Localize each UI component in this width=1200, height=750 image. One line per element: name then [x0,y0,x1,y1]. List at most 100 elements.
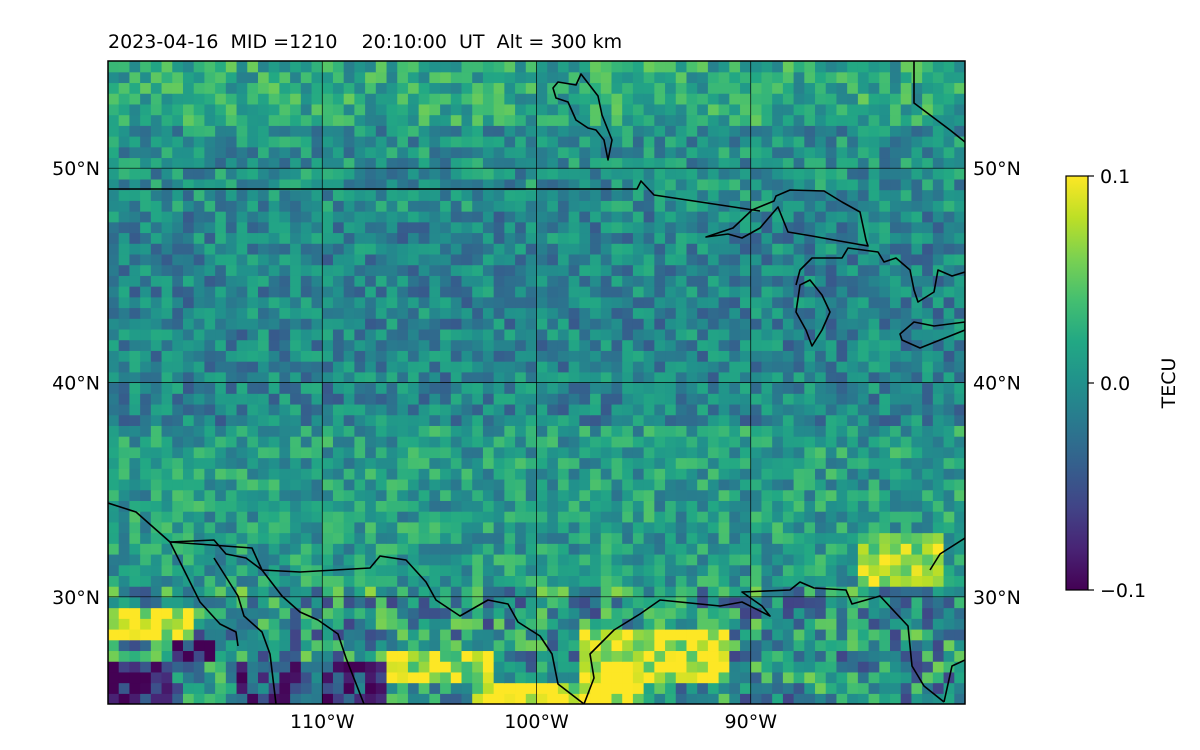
tec-cell [793,157,805,169]
tec-cell [418,446,430,459]
tec-cell [225,586,238,598]
tec-cell [740,693,752,704]
tec-cell [332,425,345,437]
tec-cell [600,125,613,137]
tec-cell [622,543,634,555]
tec-cell [922,511,934,523]
tec-cell [697,607,709,619]
tec-cell [140,307,152,319]
tec-cell [665,618,677,630]
tec-cell [407,553,420,566]
tec-cell [161,339,173,351]
tec-cell [257,61,270,73]
tec-cell [579,178,591,191]
tec-cell [108,307,120,319]
tec-cell [857,521,870,534]
tec-cell [686,639,698,652]
tec-cell [397,286,409,298]
tec-cell [675,328,688,341]
tec-cell [718,82,730,94]
tec-cell [815,532,827,544]
tec-cell [804,468,816,480]
tec-cell [579,693,591,704]
coastlines-and-borders [108,61,965,704]
tec-cell [632,682,645,694]
tec-cell [140,71,152,84]
tec-cell [557,457,570,469]
tec-cell [772,253,784,266]
tec-cell [761,71,773,84]
tec-cell [632,618,645,630]
tec-cell [943,650,955,662]
tec-cell [118,543,131,555]
pacific-coast [108,502,239,647]
tec-cell [707,586,720,598]
tec-cell [772,71,784,84]
tec-cell [343,82,355,94]
tec-cell [343,339,355,351]
tec-cell [311,286,323,298]
tec-cell [547,382,559,394]
tec-cell [472,564,484,576]
tec-cell [718,693,730,704]
tec-cell [290,468,302,480]
tec-cell [654,468,666,480]
tec-cell [129,361,141,373]
tec-cell [932,125,945,137]
tec-cell [236,264,248,276]
tec-cell [557,361,570,373]
tec-cell [482,307,495,319]
tec-cell [943,607,955,619]
tec-cell [857,136,870,148]
tec-cell [943,93,955,105]
tec-cell [568,521,580,534]
tec-cell [429,628,441,641]
tec-cell [268,425,280,437]
tec-cell [472,607,484,619]
tec-cell [654,221,666,234]
tec-cell [332,500,345,512]
tec-cell [772,371,784,384]
tec-cell [579,468,591,480]
tec-cell [911,511,923,523]
tec-cell [215,286,227,298]
tec-cell [750,275,763,287]
tec-cell [182,211,195,223]
tec-cell [386,339,398,351]
tec-cell [236,596,248,609]
tec-cell [300,125,313,137]
tec-cell [429,382,441,394]
tec-cell [632,596,645,609]
tec-cell [300,414,313,426]
tec-cell [279,103,291,116]
tec-cell [815,328,827,341]
tec-cell [365,564,377,576]
tec-cell [429,575,441,587]
tec-cell [697,103,709,116]
tec-cell [579,478,591,491]
tec-cell [525,489,538,501]
tec-cell [643,61,655,73]
tec-cell [204,61,216,73]
tec-cell [418,553,430,566]
tec-cell [322,500,334,512]
tec-cell [579,586,591,598]
tec-cell [472,478,484,491]
tec-cell [579,146,591,159]
tec-cell [536,82,548,94]
tec-cell [493,628,505,641]
tec-cell [354,564,366,576]
tec-cell [215,146,227,159]
tec-cell [782,682,795,694]
tec-cell [643,682,655,694]
tec-cell [697,264,709,276]
tec-cell [729,339,741,351]
tec-cell [397,103,409,116]
tec-cell [365,478,377,491]
tec-cell [793,328,805,341]
tec-cell [590,446,602,459]
tec-cell [482,650,495,662]
texas-gulf-coast [583,581,945,704]
tec-cell [900,393,913,405]
tec-cell [740,543,752,555]
